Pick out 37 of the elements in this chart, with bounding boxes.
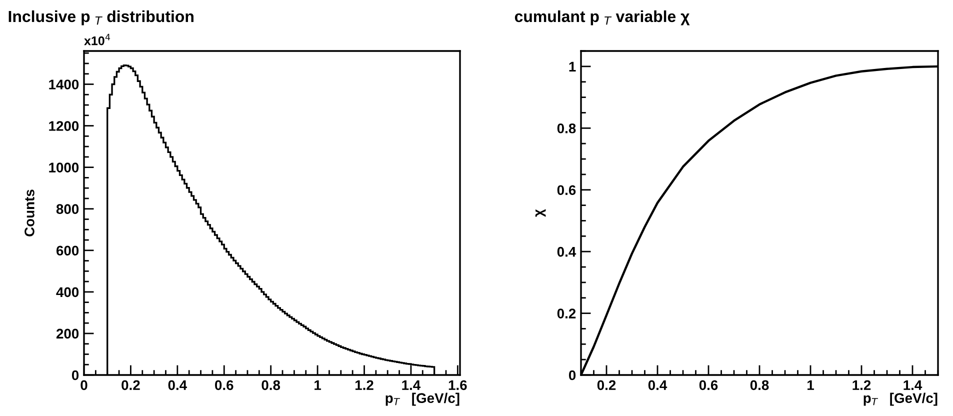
x-tick-label: 0.4 bbox=[168, 380, 187, 390]
x-tick-label: 0.6 bbox=[699, 380, 718, 390]
chart-title: cumulant p $_{T}$ variable χ bbox=[514, 10, 690, 26]
y-tick-label: 600 bbox=[56, 246, 79, 256]
y-tick-label: 0 bbox=[568, 370, 576, 380]
x-tick-label: 0.6 bbox=[215, 380, 234, 390]
x-tick-label: 1 bbox=[808, 380, 814, 390]
y-tick-label: 1 bbox=[569, 62, 576, 72]
y-tick-label: 0.6 bbox=[557, 185, 576, 196]
x-tick-label: 1.2 bbox=[355, 380, 374, 390]
x-tick-label: 1.4 bbox=[904, 380, 922, 390]
x-tick-label: 0.2 bbox=[597, 380, 616, 390]
x-tick-label: 0.8 bbox=[750, 380, 769, 390]
y-tick-label: 1200 bbox=[49, 121, 79, 131]
x-tick-label: 1.4 bbox=[402, 380, 421, 390]
y-tick-label: 0 bbox=[72, 370, 79, 380]
y-axis-title: Counts bbox=[24, 190, 34, 236]
y-tick-label: 0.2 bbox=[557, 308, 576, 318]
x-tick-label: 0.2 bbox=[122, 380, 140, 390]
y-tick-label: 800 bbox=[56, 204, 79, 214]
chart-title: Inclusive p $_{T}$ distribution bbox=[8, 10, 194, 26]
x-tick-label: 0 bbox=[80, 380, 88, 390]
y-tick-label: 1400 bbox=[49, 80, 79, 90]
y-tick-label: 1000 bbox=[49, 162, 79, 172]
text: x10$^{4}$ bbox=[84, 34, 110, 46]
x-tick-label: 1 bbox=[314, 380, 322, 390]
y-tick-label: 0.4 bbox=[557, 246, 576, 257]
y-tick-label: 400 bbox=[56, 287, 79, 298]
x-tick-label: 0.8 bbox=[262, 380, 280, 390]
text: p$_{T}$ [GeV/c] bbox=[386, 392, 460, 406]
y-tick-label: 0.8 bbox=[557, 123, 576, 134]
y-tick-label: 200 bbox=[56, 328, 79, 339]
x-tick-label: 1.6 bbox=[448, 380, 467, 390]
text: p$_{T}$ [GeV/c] bbox=[864, 392, 938, 406]
x-tick-label: 1.2 bbox=[852, 380, 871, 390]
x-tick-label: 0.4 bbox=[648, 380, 668, 390]
y-axis-title: χ bbox=[535, 209, 546, 217]
